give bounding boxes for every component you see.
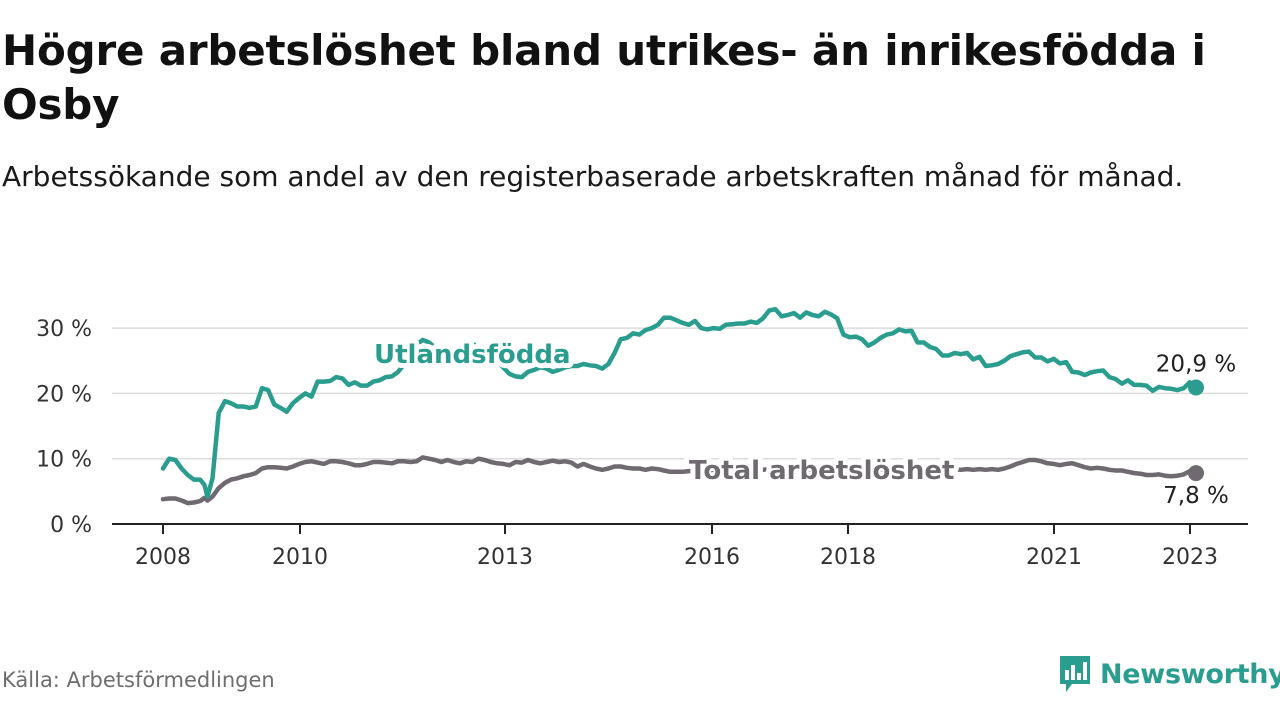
- x-axis: 2008 2010 2013 2016 2018 2021 2023: [112, 523, 1248, 570]
- bar-chart-logo-icon: [1060, 656, 1090, 692]
- y-tick-label: 20 %: [36, 382, 92, 407]
- chart-title: Högre arbetslöshet bland utrikes- än inr…: [2, 26, 1206, 129]
- y-tick-label: 0 %: [50, 513, 92, 538]
- y-axis: 0 % 10 % 20 % 30 %: [36, 317, 92, 538]
- brand-logo[interactable]: Newsworthy: [1058, 652, 1280, 696]
- series-label: Utlandsfödda: [374, 340, 571, 370]
- series-line-total-arbetslöshet: [160, 455, 1199, 506]
- source-note: Källa: Arbetsförmedlingen: [2, 668, 275, 692]
- end-point-marker: [1188, 379, 1204, 396]
- x-tick-label: 2016: [684, 545, 740, 570]
- y-tick-label: 10 %: [36, 448, 92, 473]
- series-label: Total arbetslöshet: [689, 456, 954, 486]
- x-tick-label: 2013: [477, 545, 533, 570]
- series-line-utlandsfödda: [160, 306, 1199, 499]
- y-tick-label: 30 %: [36, 317, 92, 342]
- x-tick-label: 2010: [272, 545, 328, 570]
- series-lines: [160, 306, 1204, 506]
- end-point-marker: [1188, 465, 1204, 482]
- end-value-label: 7,8 %: [1163, 483, 1229, 509]
- x-tick-label: 2021: [1026, 545, 1082, 570]
- gridlines: [112, 327, 1248, 460]
- chart-subtitle: Arbetssökande som andel av den registerb…: [2, 160, 1184, 193]
- x-tick-label: 2023: [1162, 545, 1218, 570]
- x-tick-label: 2008: [135, 545, 191, 570]
- series-labels: 20,9 % 7,8 % Utlandsfödda Total arbetslöshe…: [369, 335, 1236, 509]
- brand-name: Newsworthy: [1100, 658, 1280, 690]
- x-tick-label: 2018: [820, 545, 876, 570]
- end-value-label: 20,9 %: [1156, 352, 1236, 378]
